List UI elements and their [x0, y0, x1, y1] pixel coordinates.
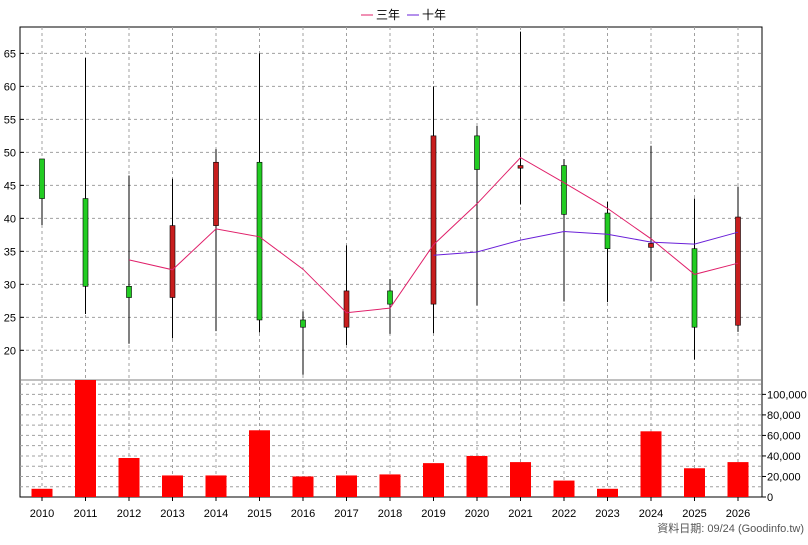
volume-tick-label: 40,000 [767, 451, 801, 463]
volume-bar [423, 463, 444, 497]
x-tick-label: 2024 [639, 508, 663, 520]
price-tick-label: 25 [4, 312, 16, 324]
volume-bar [379, 474, 401, 497]
candle-body [126, 286, 132, 298]
x-tick-label: 2016 [291, 508, 315, 520]
volume-bar [553, 480, 575, 497]
x-tick-label: 2018 [378, 508, 402, 520]
series-line [128, 156, 739, 314]
candle-body [256, 161, 263, 321]
x-tick-label: 2026 [726, 508, 750, 520]
candle-body [213, 161, 219, 226]
x-tick-label: 2012 [117, 508, 141, 520]
volume-bar [292, 476, 314, 497]
candle-body [648, 243, 654, 248]
volume-bar [118, 458, 140, 497]
candle-body [517, 165, 524, 169]
volume-bar [466, 455, 488, 497]
legend: 三年 十年 [361, 8, 446, 22]
legend-label: 十年 [422, 8, 446, 22]
volume-bar [249, 430, 270, 497]
plot-frame [19, 26, 763, 498]
x-tick-label: 2011 [74, 508, 98, 520]
volume-bar [684, 468, 705, 497]
x-tick-label: 2025 [682, 508, 706, 520]
volume-bar [727, 462, 749, 497]
price-tick-label: 60 [4, 81, 16, 93]
volume-tick-label: 60,000 [767, 430, 801, 442]
volume-bar [597, 488, 618, 497]
price-tick-label: 55 [4, 114, 16, 126]
x-tick-label: 2010 [30, 508, 54, 520]
candle-body [474, 135, 480, 170]
x-tick-label: 2021 [508, 508, 532, 520]
x-tick-label: 2022 [552, 508, 576, 520]
candle-body [735, 216, 741, 326]
volume-bar [205, 475, 227, 497]
price-tick-label: 30 [4, 279, 16, 291]
candle-body [169, 225, 176, 298]
x-tick-label: 2020 [465, 508, 489, 520]
candle-body [691, 248, 698, 328]
volume-bar [31, 488, 53, 497]
volume-bar [75, 380, 96, 497]
x-tick-label: 2017 [334, 508, 358, 520]
footer-text: 資料日期: 09/24 (Goodinfo.tw) [657, 521, 804, 535]
candle-body [604, 212, 611, 249]
x-tick-label: 2019 [421, 508, 445, 520]
price-tick-label: 65 [4, 48, 16, 60]
candle-body [430, 135, 437, 305]
volume-bar [162, 475, 183, 497]
price-tick-label: 45 [4, 180, 16, 192]
volume-tick-label: 80,000 [767, 410, 801, 422]
candle-body [82, 198, 89, 287]
volume-bar [640, 431, 662, 497]
candle-body [39, 158, 45, 199]
price-tick-label: 40 [4, 213, 16, 225]
candle-body [561, 165, 567, 215]
price-tick-label: 50 [4, 147, 16, 159]
x-tick-label: 2015 [247, 508, 271, 520]
volume-bar [336, 475, 357, 497]
candle-body [387, 290, 393, 305]
volume-tick-label: 100,000 [767, 389, 807, 401]
x-tick-label: 2013 [160, 508, 184, 520]
volume-tick-label: 0 [767, 492, 773, 504]
legend-label: 三年 [376, 8, 400, 22]
x-tick-label: 2023 [595, 508, 619, 520]
volume-tick-label: 20,000 [767, 471, 801, 483]
series-line [433, 230, 739, 256]
x-tick-label: 2014 [204, 508, 228, 520]
price-tick-label: 20 [4, 345, 16, 357]
candle-body [300, 319, 306, 328]
volume-bar [510, 462, 531, 497]
candle-body [343, 290, 350, 328]
price-tick-label: 35 [4, 246, 16, 258]
